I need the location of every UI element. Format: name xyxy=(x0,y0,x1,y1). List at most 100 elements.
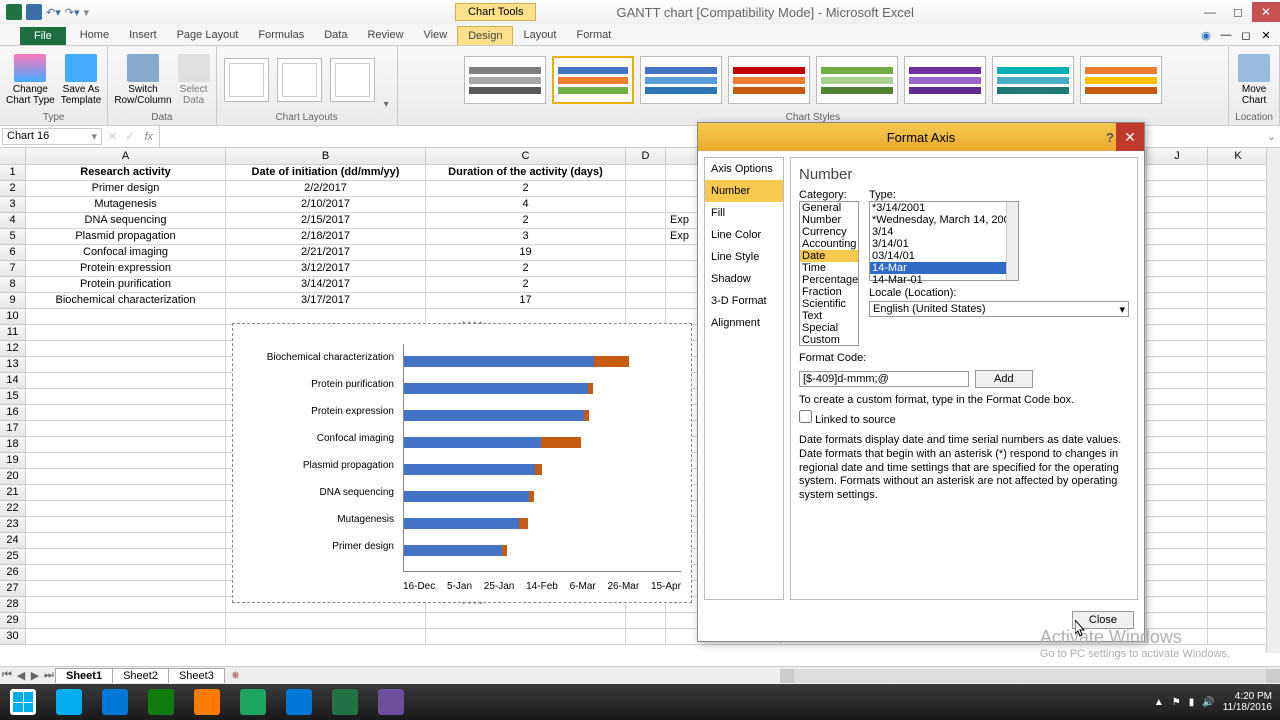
taskbar-app-3[interactable] xyxy=(185,686,229,718)
row-header[interactable]: 30 xyxy=(0,629,26,645)
chart-bar[interactable] xyxy=(404,491,534,502)
cell[interactable] xyxy=(1147,325,1208,341)
locale-dropdown[interactable]: English (United States)▾ xyxy=(869,301,1129,317)
chart-layout-0[interactable] xyxy=(224,58,269,102)
chart-style-3[interactable] xyxy=(728,56,810,104)
cell[interactable] xyxy=(1208,597,1269,613)
sheet-nav-next[interactable]: ▶ xyxy=(28,669,42,682)
chart-bar[interactable] xyxy=(404,518,528,529)
tab-design[interactable]: Design xyxy=(457,26,513,45)
tray-net-icon[interactable]: ▮ xyxy=(1189,697,1195,708)
chart-style-6[interactable] xyxy=(992,56,1074,104)
cell[interactable] xyxy=(1147,469,1208,485)
row-header[interactable]: 13 xyxy=(0,357,26,373)
row-header[interactable]: 12 xyxy=(0,341,26,357)
chart-bar[interactable] xyxy=(404,356,629,367)
cell[interactable] xyxy=(1147,629,1208,645)
cell[interactable]: DNA sequencing xyxy=(26,213,226,229)
cell[interactable]: 2 xyxy=(426,213,626,229)
cell[interactable] xyxy=(26,581,226,597)
dialog-help-icon[interactable]: ? xyxy=(1106,130,1114,145)
chart-style-4[interactable] xyxy=(816,56,898,104)
row-header[interactable]: 22 xyxy=(0,501,26,517)
category-item[interactable]: Time xyxy=(800,262,858,274)
row-header[interactable]: 5 xyxy=(0,229,26,245)
sheet-nav-first[interactable]: ⏮ xyxy=(0,669,14,682)
cell[interactable] xyxy=(1208,405,1269,421)
dialog-nav-item[interactable]: Shadow xyxy=(705,268,783,290)
cell[interactable]: Date of initiation (dd/mm/yy) xyxy=(226,165,426,181)
cell[interactable] xyxy=(1147,517,1208,533)
cell[interactable]: 2 xyxy=(426,181,626,197)
cell[interactable] xyxy=(1208,181,1269,197)
col-header[interactable]: C xyxy=(426,148,626,165)
cell[interactable] xyxy=(626,197,666,213)
cell[interactable] xyxy=(26,485,226,501)
cell[interactable]: Primer design xyxy=(26,181,226,197)
cell[interactable] xyxy=(1208,485,1269,501)
dialog-close-button[interactable]: Close xyxy=(1072,611,1134,629)
chart-layout-2[interactable] xyxy=(330,58,375,102)
tab-insert[interactable]: Insert xyxy=(119,26,167,45)
taskbar-app-7[interactable] xyxy=(369,686,413,718)
category-item[interactable]: Number xyxy=(800,214,858,226)
cell[interactable]: 3 xyxy=(426,229,626,245)
expand-fbar-icon[interactable]: ⌄ xyxy=(1263,130,1280,143)
cell[interactable]: Research activity xyxy=(26,165,226,181)
cell[interactable]: 3/17/2017 xyxy=(226,293,426,309)
cell[interactable] xyxy=(1208,341,1269,357)
row-header[interactable]: 28 xyxy=(0,597,26,613)
cell[interactable] xyxy=(1147,197,1208,213)
cell[interactable] xyxy=(1147,261,1208,277)
dialog-titlebar[interactable]: Format Axis ? ✕ xyxy=(698,123,1144,151)
change-chart-type-button[interactable]: Change Chart Type xyxy=(6,54,55,106)
cell[interactable] xyxy=(626,261,666,277)
save-template-button[interactable]: Save As Template xyxy=(61,54,102,106)
row-header[interactable]: 23 xyxy=(0,517,26,533)
chart-bar[interactable] xyxy=(404,383,593,394)
row-header[interactable]: 3 xyxy=(0,197,26,213)
cell[interactable] xyxy=(1208,565,1269,581)
ribbon-close-icon[interactable]: ✕ xyxy=(1258,29,1274,45)
cell[interactable] xyxy=(1147,165,1208,181)
cell[interactable] xyxy=(1147,421,1208,437)
cell[interactable] xyxy=(226,613,426,629)
cell[interactable] xyxy=(1208,229,1269,245)
cell[interactable] xyxy=(26,373,226,389)
cell[interactable] xyxy=(1147,277,1208,293)
row-header[interactable]: 10 xyxy=(0,309,26,325)
tab-view[interactable]: View xyxy=(414,26,458,45)
ribbon-min-icon[interactable]: — xyxy=(1218,29,1234,45)
help-icon[interactable]: ◉ xyxy=(1198,29,1214,45)
fn-enter[interactable]: ✓ xyxy=(121,130,138,143)
taskbar-app-0[interactable] xyxy=(47,686,91,718)
cell[interactable] xyxy=(1147,501,1208,517)
dialog-nav-item[interactable]: Fill xyxy=(705,202,783,224)
cell[interactable]: 3/14/2017 xyxy=(226,277,426,293)
row-header[interactable]: 25 xyxy=(0,549,26,565)
cell[interactable]: 2/18/2017 xyxy=(226,229,426,245)
cell[interactable]: Protein expression xyxy=(26,261,226,277)
cell[interactable] xyxy=(626,245,666,261)
dialog-nav-item[interactable]: 3-D Format xyxy=(705,290,783,312)
cell[interactable] xyxy=(1208,165,1269,181)
row-header[interactable]: 8 xyxy=(0,277,26,293)
cell[interactable] xyxy=(626,277,666,293)
system-tray[interactable]: ▲ ⚑ ▮ 🔊 4:20 PM11/18/2016 xyxy=(1154,691,1280,713)
linked-checkbox[interactable] xyxy=(799,410,812,423)
cell[interactable] xyxy=(1208,501,1269,517)
category-item[interactable]: Percentage xyxy=(800,274,858,286)
cell[interactable] xyxy=(1147,357,1208,373)
cell[interactable] xyxy=(26,421,226,437)
dialog-nav-item[interactable]: Number xyxy=(705,180,783,202)
cell[interactable] xyxy=(26,437,226,453)
row-header[interactable]: 2 xyxy=(0,181,26,197)
cell[interactable]: 2/2/2017 xyxy=(226,181,426,197)
cell[interactable] xyxy=(1147,341,1208,357)
cell[interactable] xyxy=(1208,453,1269,469)
chart-bar[interactable] xyxy=(404,464,542,475)
cell[interactable]: Confocal imaging xyxy=(26,245,226,261)
cell[interactable]: 2/10/2017 xyxy=(226,197,426,213)
cell[interactable] xyxy=(1208,293,1269,309)
category-item[interactable]: Currency xyxy=(800,226,858,238)
